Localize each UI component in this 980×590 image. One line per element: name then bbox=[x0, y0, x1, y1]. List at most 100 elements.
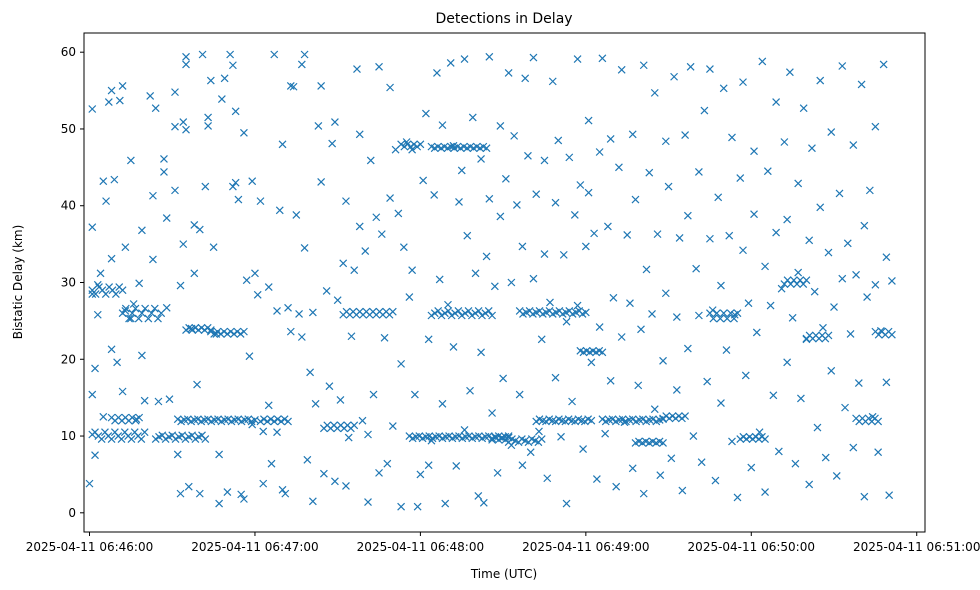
data-point bbox=[308, 308, 317, 317]
data-point bbox=[675, 234, 684, 242]
data-point bbox=[107, 86, 116, 95]
data-point bbox=[388, 422, 397, 430]
data-point bbox=[726, 309, 735, 318]
data-point bbox=[766, 301, 775, 310]
data-point bbox=[405, 293, 414, 302]
data-point bbox=[165, 395, 174, 404]
data-point bbox=[741, 371, 750, 380]
data-point bbox=[405, 432, 414, 440]
data-point bbox=[865, 186, 874, 195]
x-axis-ticks: 2025-04-11 06:46:00 2025-04-11 06:47:00 20… bbox=[26, 532, 980, 554]
data-point bbox=[540, 156, 549, 165]
data-point bbox=[355, 130, 364, 139]
data-point bbox=[634, 381, 643, 390]
data-point bbox=[499, 374, 508, 383]
data-point bbox=[805, 480, 814, 489]
data-point bbox=[484, 306, 493, 315]
data-point bbox=[216, 330, 225, 338]
data-point bbox=[161, 435, 170, 444]
data-point bbox=[424, 335, 433, 344]
data-point bbox=[843, 239, 852, 248]
data-point bbox=[874, 448, 883, 457]
data-point bbox=[808, 144, 816, 153]
data-point bbox=[551, 417, 560, 426]
data-point bbox=[394, 209, 403, 218]
data-point bbox=[557, 432, 565, 441]
data-point bbox=[711, 476, 720, 485]
data-point bbox=[700, 106, 709, 115]
data-point bbox=[661, 289, 670, 298]
data-point bbox=[849, 141, 858, 150]
data-point bbox=[228, 182, 237, 191]
data-point bbox=[540, 250, 549, 259]
data-point bbox=[601, 429, 610, 438]
data-point bbox=[474, 491, 483, 500]
data-point bbox=[736, 174, 745, 183]
data-point bbox=[117, 435, 126, 444]
data-point bbox=[750, 210, 758, 219]
data-point bbox=[236, 330, 245, 338]
x-axis-label: Time (UTC) bbox=[470, 567, 537, 581]
data-point bbox=[144, 314, 153, 323]
data-point bbox=[739, 246, 747, 255]
data-point bbox=[444, 300, 452, 309]
data-point bbox=[201, 435, 210, 444]
data-point bbox=[240, 327, 248, 336]
data-point bbox=[399, 243, 408, 252]
data-point bbox=[121, 304, 130, 313]
data-point bbox=[270, 50, 279, 59]
data-point bbox=[565, 153, 574, 162]
data-point bbox=[882, 253, 891, 262]
data-point bbox=[529, 274, 538, 283]
data-point bbox=[281, 489, 290, 498]
data-point bbox=[406, 142, 415, 151]
data-point bbox=[791, 459, 800, 468]
y-tick-label: 20 bbox=[61, 352, 76, 366]
data-point bbox=[535, 427, 543, 436]
data-point bbox=[184, 482, 193, 491]
data-point bbox=[118, 387, 127, 396]
data-point bbox=[813, 423, 822, 432]
data-point bbox=[474, 306, 483, 315]
data-point bbox=[752, 328, 761, 337]
data-point bbox=[491, 433, 500, 442]
data-point bbox=[171, 186, 179, 195]
data-point bbox=[438, 399, 447, 408]
data-point bbox=[154, 314, 162, 323]
data-point bbox=[206, 76, 215, 85]
data-point bbox=[554, 136, 563, 145]
data-point bbox=[650, 88, 659, 97]
data-point bbox=[413, 502, 422, 511]
data-point bbox=[295, 310, 303, 318]
y-tick-label: 60 bbox=[61, 45, 76, 59]
data-point bbox=[761, 488, 769, 497]
data-point bbox=[317, 178, 326, 186]
data-point bbox=[678, 486, 687, 495]
data-point bbox=[451, 309, 459, 318]
data-point bbox=[278, 140, 287, 149]
data-point bbox=[154, 397, 163, 406]
data-point bbox=[181, 435, 190, 444]
data-point bbox=[263, 417, 272, 426]
y-tick-label: 10 bbox=[61, 429, 76, 443]
data-point bbox=[461, 309, 470, 318]
data-point bbox=[435, 432, 444, 440]
data-point bbox=[659, 356, 667, 365]
data-point bbox=[598, 415, 607, 424]
data-point bbox=[214, 415, 222, 424]
data-point bbox=[273, 428, 281, 437]
data-point bbox=[206, 327, 215, 336]
data-point bbox=[496, 212, 505, 221]
data-point bbox=[494, 435, 503, 444]
data-point bbox=[314, 121, 323, 130]
data-point bbox=[377, 230, 386, 239]
y-axis-ticks: 0 10 20 30 40 50 60 bbox=[61, 45, 84, 520]
data-point bbox=[342, 482, 350, 490]
data-point bbox=[714, 193, 723, 202]
data-point bbox=[256, 417, 265, 426]
data-point bbox=[228, 61, 237, 70]
data-point bbox=[694, 168, 703, 176]
data-point bbox=[507, 278, 516, 287]
data-point bbox=[626, 299, 634, 308]
data-point bbox=[273, 306, 281, 315]
